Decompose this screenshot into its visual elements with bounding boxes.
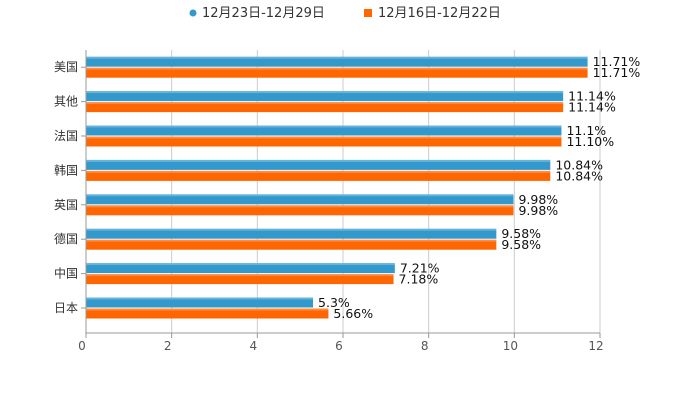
legend: 12月23日-12月29日 12月16日-12月22日 bbox=[189, 6, 501, 21]
bar-highlight bbox=[86, 274, 394, 277]
bar-series-2 bbox=[86, 170, 551, 181]
legend-marker-series-1 bbox=[189, 9, 197, 17]
bar-series-1 bbox=[86, 194, 514, 205]
data-label-series-2: 7.18% bbox=[399, 272, 439, 287]
bar-highlight bbox=[86, 263, 395, 266]
x-tick-label: 4 bbox=[250, 339, 258, 353]
bar-highlight bbox=[86, 170, 551, 173]
bar-series-2 bbox=[86, 308, 329, 319]
data-label-series-1: 5.3% bbox=[318, 295, 350, 310]
bar-series-1 bbox=[86, 159, 551, 170]
bar-series-1 bbox=[86, 91, 564, 102]
x-tick-label: 6 bbox=[335, 339, 343, 353]
bar-highlight bbox=[86, 194, 514, 197]
category-label: 韩国 bbox=[54, 162, 78, 177]
legend-marker-series-2 bbox=[364, 9, 372, 17]
bar-series-1 bbox=[86, 125, 562, 136]
data-label-series-1: 9.58% bbox=[501, 226, 541, 241]
data-label-series-2: 11.14% bbox=[568, 100, 616, 115]
category-label: 日本 bbox=[54, 301, 78, 315]
bar-series-2 bbox=[86, 67, 588, 78]
bar-series-2 bbox=[86, 205, 514, 216]
category-label: 法国 bbox=[54, 129, 78, 143]
data-label-series-1: 10.84% bbox=[555, 157, 603, 172]
data-label-series-2: 5.66% bbox=[333, 306, 373, 321]
bars bbox=[86, 56, 588, 319]
bar-series-1 bbox=[86, 56, 588, 67]
data-label-series-1: 11.14% bbox=[568, 89, 616, 104]
bar-highlight bbox=[86, 136, 562, 139]
axes bbox=[81, 50, 601, 338]
bar-highlight bbox=[86, 205, 514, 208]
data-label-series-2: 9.98% bbox=[518, 203, 558, 218]
bar-highlight bbox=[86, 159, 551, 162]
data-label-series-1: 11.71% bbox=[593, 54, 641, 69]
bar-series-1 bbox=[86, 297, 314, 308]
x-tick-label: 12 bbox=[588, 339, 603, 353]
category-label: 其他 bbox=[54, 95, 78, 109]
bar-series-1 bbox=[86, 228, 497, 239]
category-label: 中国 bbox=[54, 266, 78, 281]
bar-highlight bbox=[86, 239, 497, 242]
category-label: 英国 bbox=[54, 198, 78, 212]
data-label-series-2: 9.58% bbox=[501, 237, 541, 252]
x-tick-label: 0 bbox=[78, 339, 86, 353]
category-label: 德国 bbox=[54, 231, 78, 246]
bar-highlight bbox=[86, 67, 588, 70]
bar-highlight bbox=[86, 297, 314, 300]
category-label: 美国 bbox=[54, 60, 78, 74]
bar-series-2 bbox=[86, 274, 394, 285]
data-label-series-2: 10.84% bbox=[555, 168, 603, 183]
data-label-series-2: 11.10% bbox=[566, 134, 614, 149]
bar-highlight bbox=[86, 56, 588, 59]
data-label-series-1: 9.98% bbox=[518, 192, 558, 207]
data-label-series-1: 11.1% bbox=[566, 123, 606, 138]
data-label-series-1: 7.21% bbox=[400, 261, 440, 276]
bar-highlight bbox=[86, 228, 497, 231]
x-tick-label: 10 bbox=[503, 339, 518, 353]
bar-highlight bbox=[86, 125, 562, 128]
bar-series-1 bbox=[86, 263, 395, 274]
x-tick-label: 2 bbox=[164, 339, 172, 353]
bar-series-2 bbox=[86, 136, 562, 147]
labels: 0 2 4 6 8 10 12 美国 11.71%11.71% 其他 11.14%11.14% 法国 1… bbox=[54, 54, 640, 353]
legend-label-series-2: 12月16日-12月22日 bbox=[378, 6, 501, 21]
legend-label-series-1: 12月23日-12月29日 bbox=[202, 6, 325, 21]
x-tick-label: 8 bbox=[421, 339, 429, 353]
bar-series-2 bbox=[86, 102, 564, 113]
bar-highlight bbox=[86, 91, 564, 94]
bar-highlight bbox=[86, 102, 564, 105]
bar-highlight bbox=[86, 308, 329, 311]
data-label-series-2: 11.71% bbox=[593, 65, 641, 80]
bar-series-2 bbox=[86, 239, 497, 250]
